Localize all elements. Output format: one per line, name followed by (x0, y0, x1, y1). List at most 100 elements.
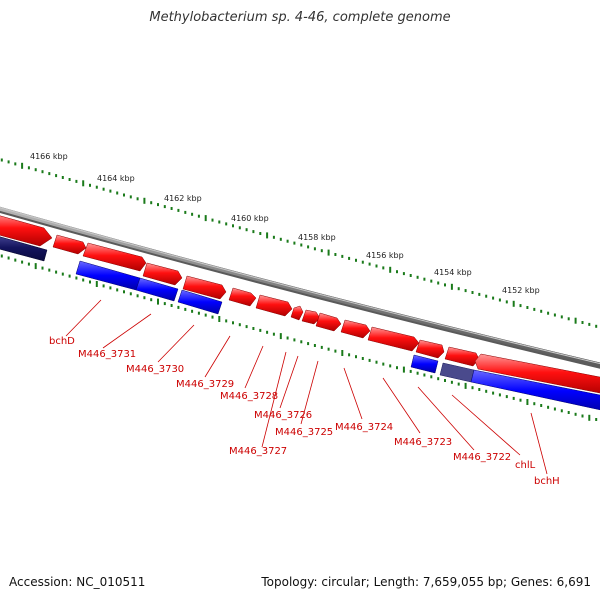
major-tick (341, 350, 344, 356)
gene-label[interactable]: M446_3730 (126, 364, 184, 375)
gene-label[interactable]: M446_3729 (176, 379, 234, 390)
minor-tick (102, 187, 105, 191)
reverse-gene[interactable] (135, 277, 179, 302)
minor-tick (123, 193, 125, 197)
forward-gene[interactable] (0, 213, 53, 247)
minor-tick (177, 305, 180, 309)
major-tick (34, 263, 37, 270)
forward-gene[interactable] (52, 234, 87, 255)
forward-gene[interactable] (367, 326, 420, 352)
minor-tick (150, 201, 153, 205)
minor-tick (177, 208, 180, 212)
minor-tick (300, 243, 303, 247)
minor-tick (595, 418, 598, 421)
minor-tick (540, 404, 543, 407)
gene-label[interactable]: bchH (534, 476, 560, 487)
minor-tick (485, 294, 488, 298)
minor-tick (82, 278, 85, 282)
major-tick (218, 316, 221, 322)
forward-gene[interactable] (444, 346, 480, 367)
minor-tick (361, 357, 364, 360)
minor-tick (368, 262, 371, 266)
minor-tick (116, 191, 119, 195)
minor-tick (581, 414, 584, 418)
reverse-gene[interactable] (410, 354, 439, 374)
minor-tick (540, 309, 543, 313)
minor-tick (170, 207, 173, 210)
forward-gene[interactable] (290, 305, 304, 321)
gene-label[interactable]: M446_3728 (220, 391, 278, 402)
gene-label[interactable]: M446_3723 (394, 437, 452, 448)
minor-tick (313, 247, 316, 251)
major-tick (143, 197, 146, 204)
minor-tick (423, 373, 426, 377)
gene-label[interactable]: chlL (515, 460, 536, 471)
minor-tick (437, 281, 440, 285)
gene-label[interactable]: M446_3731 (78, 349, 136, 360)
selected-gene[interactable] (0, 234, 48, 262)
gene-label[interactable]: M446_3722 (453, 452, 511, 463)
minor-tick (409, 369, 412, 373)
minor-tick (225, 319, 228, 323)
minor-tick (102, 284, 105, 288)
gene-label[interactable]: M446_3725 (275, 427, 333, 438)
minor-tick (75, 276, 78, 280)
topology-text: Topology: circular; Length: 7,659,055 bp… (261, 575, 591, 589)
minor-tick (259, 232, 262, 235)
forward-gene[interactable] (315, 312, 342, 332)
minor-tick (232, 321, 234, 325)
minor-tick (526, 306, 529, 309)
minor-tick (396, 270, 398, 274)
minor-tick (560, 409, 563, 413)
minor-tick (286, 336, 289, 340)
gene-label[interactable]: bchD (49, 336, 75, 347)
reverse-gene[interactable] (470, 369, 600, 412)
minor-tick (238, 226, 241, 230)
forward-gene[interactable] (301, 309, 321, 325)
accession-text: Accession: NC_010511 (9, 575, 146, 589)
minor-tick (320, 249, 323, 253)
scale-ruler (0, 158, 598, 328)
forward-gene[interactable] (340, 319, 371, 339)
minor-tick (293, 241, 296, 245)
gene-label[interactable]: M446_3726 (254, 410, 312, 421)
minor-tick (129, 292, 132, 296)
minor-tick (464, 289, 467, 293)
minor-tick (55, 174, 58, 178)
minor-tick (245, 325, 248, 329)
gene-label[interactable]: M446_3727 (229, 446, 287, 457)
minor-tick (355, 355, 357, 359)
minor-tick (581, 321, 584, 324)
forward-gene[interactable] (142, 262, 183, 286)
minor-tick (89, 183, 91, 187)
minor-tick (204, 313, 207, 317)
reverse-gene[interactable] (177, 289, 223, 315)
forward-gene[interactable] (182, 275, 227, 300)
minor-tick (0, 254, 3, 258)
forward-gene[interactable] (255, 294, 293, 317)
forward-gene[interactable] (415, 339, 445, 359)
minor-tick (157, 203, 159, 207)
minor-tick (574, 412, 577, 416)
minor-tick (89, 280, 91, 284)
minor-tick (382, 362, 385, 366)
minor-tick (136, 294, 139, 298)
major-tick (279, 333, 282, 340)
forward-gene[interactable] (228, 287, 257, 307)
minor-tick (14, 258, 17, 262)
gene-label[interactable]: M446_3724 (335, 422, 393, 433)
minor-tick (382, 266, 385, 270)
minor-tick (34, 168, 37, 172)
minor-tick (211, 218, 214, 222)
minor-tick (68, 178, 71, 181)
minor-tick (21, 260, 24, 264)
minor-tick (293, 338, 296, 342)
minor-tick (327, 347, 330, 351)
minor-tick (450, 380, 453, 384)
map-title: Methylobacterium sp. 4-46, complete geno… (149, 10, 451, 25)
forward-gene[interactable] (82, 242, 147, 272)
minor-tick (7, 160, 10, 164)
minor-tick (225, 222, 228, 226)
minor-tick (553, 407, 556, 411)
forward-gene[interactable] (474, 353, 600, 395)
